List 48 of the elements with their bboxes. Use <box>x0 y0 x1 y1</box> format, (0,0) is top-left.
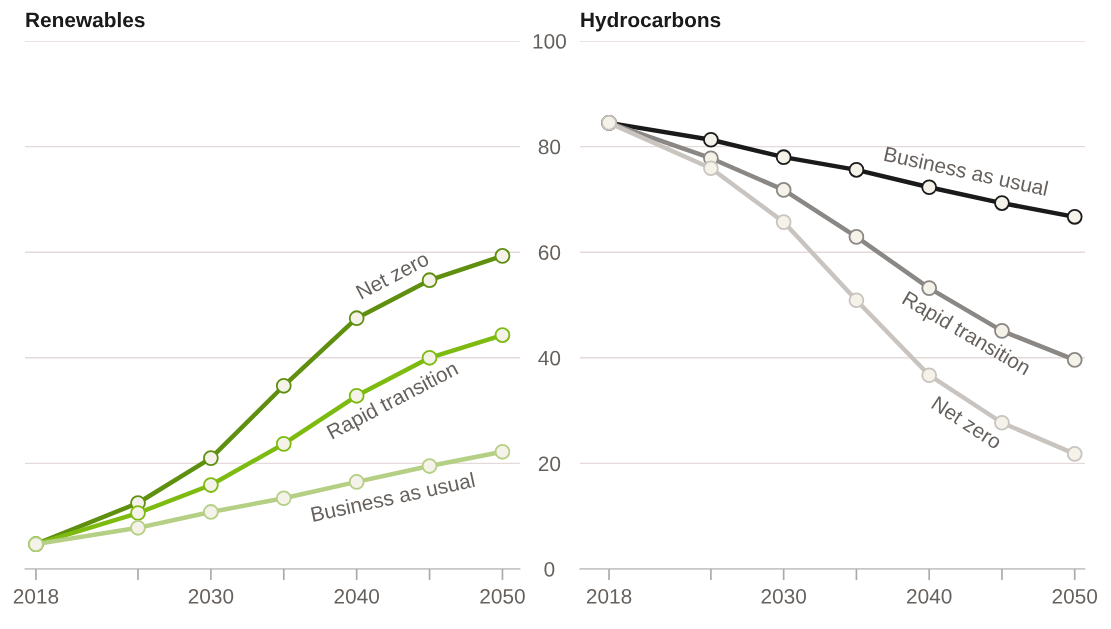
y-tick-label: 60 <box>538 245 561 260</box>
point <box>130 505 146 521</box>
point <box>348 474 365 490</box>
point <box>275 436 292 452</box>
point <box>775 182 792 198</box>
x-tick-label: 2030 <box>188 588 234 604</box>
x-tick-label: 2050 <box>480 588 525 604</box>
x-tick-label: 2040 <box>334 588 380 604</box>
chart-title: Hydrocarbons <box>581 12 721 32</box>
point <box>348 310 365 327</box>
point <box>494 443 511 460</box>
x-tick-label: 2030 <box>761 588 807 604</box>
y-tick-label: 40 <box>538 350 561 366</box>
text: Business as usual <box>310 471 475 522</box>
point <box>848 292 865 309</box>
point <box>703 160 719 177</box>
point <box>494 327 511 343</box>
point <box>848 229 865 245</box>
point <box>203 450 219 466</box>
x-tick-label: 2040 <box>907 588 952 604</box>
y-tick-label: 0 <box>544 561 555 577</box>
point <box>1066 352 1083 368</box>
point <box>494 248 511 264</box>
point <box>203 477 219 493</box>
x-tick-label: 2050 <box>1052 588 1098 604</box>
point <box>421 458 438 474</box>
text: Business as usual <box>884 145 1049 196</box>
point <box>848 161 865 178</box>
point <box>1066 208 1083 225</box>
x-tick-label: 2018 <box>13 588 59 604</box>
point <box>994 195 1010 211</box>
point <box>921 179 938 196</box>
point <box>203 504 219 520</box>
y-tick-label: 100 <box>533 34 566 49</box>
point <box>275 490 292 507</box>
point <box>1066 446 1083 462</box>
y-tick-label: 20 <box>538 456 561 472</box>
text: Net zero <box>355 251 430 300</box>
y-tick-label: 80 <box>538 139 561 155</box>
x-tick-label: 2018 <box>586 588 632 604</box>
point <box>775 149 792 166</box>
point <box>921 367 938 384</box>
chart-title: Renewables <box>26 12 145 28</box>
text: Net zero <box>930 395 1003 450</box>
point <box>130 519 146 536</box>
point <box>775 214 792 230</box>
point <box>275 377 292 394</box>
point <box>703 131 719 148</box>
